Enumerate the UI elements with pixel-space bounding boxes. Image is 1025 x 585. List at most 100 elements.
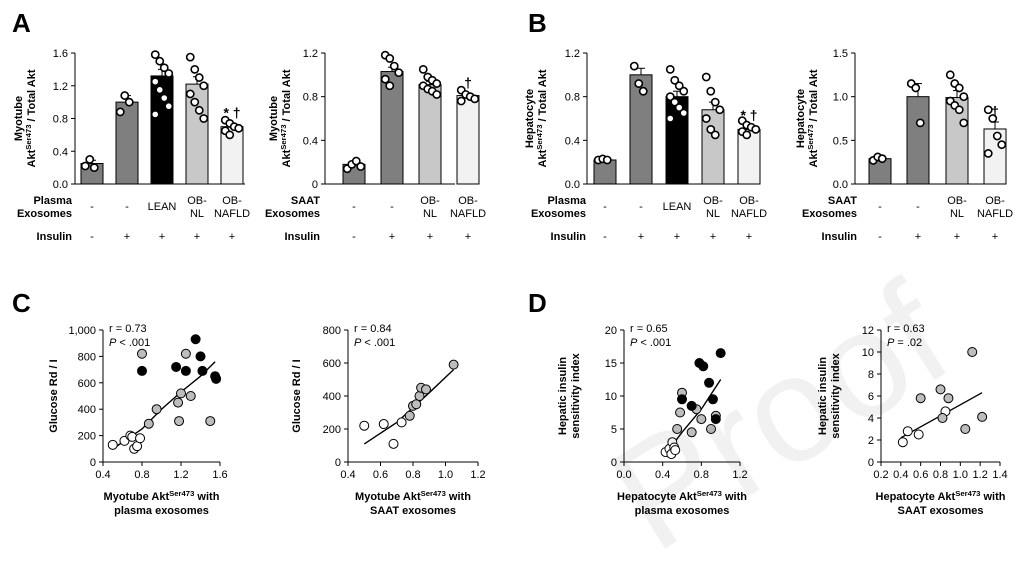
table-cell: NL: [423, 208, 437, 220]
table-cell: OB-: [947, 195, 967, 207]
data-point: [155, 56, 165, 66]
data-point: [80, 161, 90, 171]
data-point: [199, 114, 209, 123]
significance-mark: †: [464, 74, 472, 90]
table-row-label: Exosomes: [17, 208, 72, 220]
y-tick-label: 400: [323, 391, 341, 403]
x-tick-label: 0.8: [694, 469, 709, 481]
data-point: [686, 400, 697, 411]
table-row-label: Plasma: [547, 195, 586, 207]
y-tick-label: 5: [611, 424, 617, 436]
stat-r: r = 0.73: [109, 323, 147, 335]
stat-r: r = 0.84: [354, 323, 392, 335]
x-tick-label: 1.6: [212, 469, 227, 481]
x-tick-label: 0.0: [616, 469, 631, 481]
data-point: [164, 101, 174, 111]
data-point: [707, 394, 718, 405]
chart-d2: 0 2 4 6 8 10 12 Hepatic insulin sensitivity inde…: [817, 323, 1008, 517]
data-point: [715, 348, 726, 359]
data-point: [225, 130, 235, 140]
x-tick-label: 1.0: [953, 469, 968, 481]
table-row-label: Insulin: [285, 231, 321, 243]
data-point: [151, 404, 162, 415]
y-tick-label: 0.0: [565, 179, 580, 191]
data-point: [421, 384, 431, 395]
y-tick-label: 10: [605, 391, 617, 403]
data-point: [205, 416, 216, 427]
data-point: [150, 110, 160, 119]
table-cell: +: [915, 231, 921, 243]
x-tick-label: 0.2: [873, 469, 888, 481]
y-tick-label: 0: [335, 457, 341, 469]
data-point: [195, 351, 206, 362]
table-row-label: Exosomes: [802, 208, 857, 220]
x-tick-label: 0.4: [893, 469, 908, 481]
y-tick-label: 1.5: [833, 48, 848, 60]
data-point: [124, 97, 134, 107]
table-row-label: Plasma: [33, 195, 72, 207]
data-point: [159, 93, 169, 103]
data-point: [710, 130, 720, 140]
bar: [456, 95, 480, 185]
y-tick-label: 20: [605, 325, 617, 337]
x-tick-label: 1.2: [470, 469, 485, 481]
data-point: [211, 373, 222, 384]
x-tick-label: 1.2: [732, 469, 747, 481]
y-tick-label: 0.8: [53, 114, 68, 126]
x-tick-label: 0.6: [373, 469, 388, 481]
data-point: [418, 64, 428, 74]
table-cell: OB-: [458, 195, 478, 207]
y-axis-label: Glucose Rd / I: [291, 359, 303, 432]
data-point: [150, 50, 160, 60]
data-point: [665, 64, 675, 74]
data-point: [679, 108, 689, 118]
y-tick-label: 0: [90, 457, 96, 469]
y-axis-label: Myotube: [13, 96, 25, 141]
data-point: [983, 149, 993, 158]
table-cell: +: [746, 231, 752, 243]
x-tick-label: 1.2: [173, 469, 188, 481]
y-tick-label: 12: [862, 325, 874, 337]
table-cell: -: [352, 231, 356, 243]
y-tick-label: 6: [868, 391, 874, 403]
table-cell: OB-: [703, 195, 723, 207]
stat-r: r = 0.63: [887, 323, 925, 335]
table-cell: +: [229, 231, 235, 243]
data-point: [356, 162, 366, 171]
x-axis-label: plasma exosomes: [635, 505, 730, 517]
y-axis-label: AktSer473 / Total Akt: [806, 69, 821, 167]
y-tick-label: 8: [868, 369, 874, 381]
y-tick-label: 0: [611, 457, 617, 469]
data-point: [706, 424, 716, 434]
table-row-label: Exosomes: [265, 208, 320, 220]
x-tick-label: 1.2: [973, 469, 988, 481]
y-tick-label: 1.0: [833, 92, 848, 104]
table-cell: +: [710, 231, 716, 243]
table-cell: +: [124, 231, 130, 243]
table-row-label: SAAT: [291, 195, 320, 207]
bar: [906, 96, 930, 185]
data-point: [674, 103, 684, 112]
data-point: [378, 419, 389, 430]
x-tick-label: 0.8: [933, 469, 948, 481]
y-tick-label: 2: [868, 435, 874, 447]
table-cell: +: [465, 231, 471, 243]
y-tick-label: 10: [862, 347, 874, 359]
x-axis-label: plasma exosomes: [114, 505, 209, 517]
stat-p: P < .001: [109, 337, 150, 349]
data-point: [915, 393, 926, 404]
table-row-label: Exosomes: [531, 208, 586, 220]
table-cell: +: [638, 231, 644, 243]
x-tick-label: 0.8: [405, 469, 420, 481]
data-point: [945, 70, 955, 80]
y-axis-label: Hepatic insulin: [557, 357, 569, 436]
data-point: [751, 125, 761, 134]
y-tick-label: 1.2: [565, 48, 580, 60]
y-axis-label: sensitivity index: [830, 352, 842, 438]
y-tick-label: 0.4: [53, 146, 68, 158]
data-point: [710, 97, 720, 107]
data-point: [396, 417, 407, 428]
data-point: [706, 86, 716, 96]
